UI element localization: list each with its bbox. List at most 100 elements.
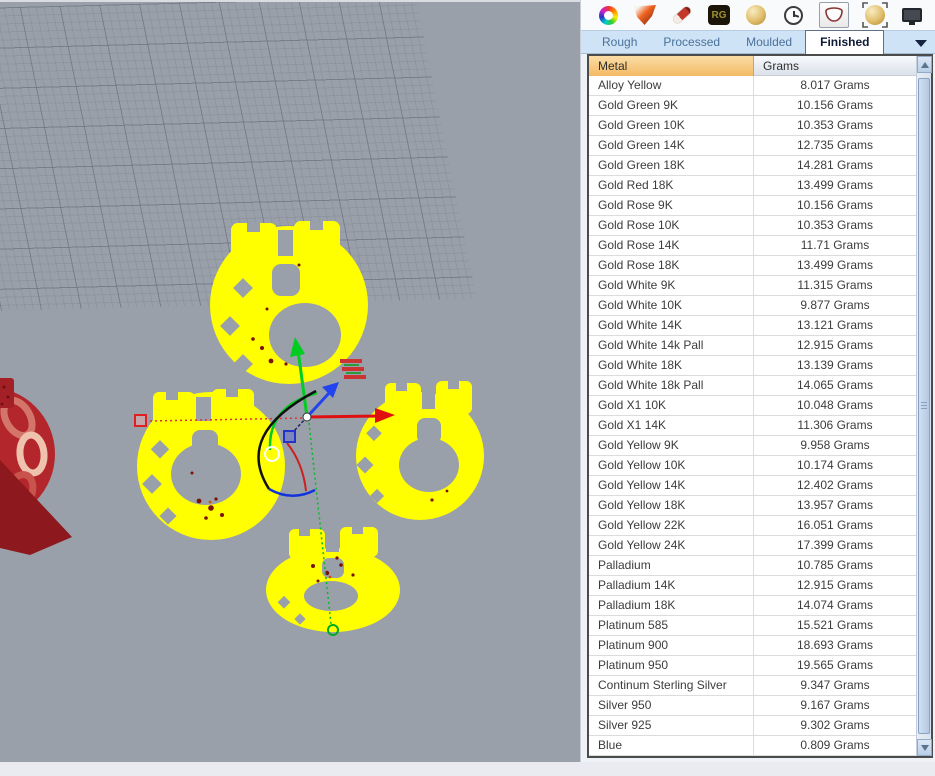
color-wheel-icon[interactable] — [597, 4, 619, 26]
table-row[interactable]: Palladium 18K 14.074 Grams — [589, 596, 916, 616]
metal-cell: Platinum 585 — [589, 616, 754, 635]
table-row[interactable]: Gold Rose 14K 11.71 Grams — [589, 236, 916, 256]
tab-rough[interactable]: Rough — [602, 35, 638, 49]
pendant-top[interactable] — [210, 221, 368, 398]
table-row[interactable]: Gold Rose 9K 10.156 Grams — [589, 196, 916, 216]
table-row[interactable]: Silver 950 9.167 Grams — [589, 696, 916, 716]
table-row[interactable]: Gold Green 14K 12.735 Grams — [589, 136, 916, 156]
table-row[interactable]: Silver 925 9.302 Grams — [589, 716, 916, 736]
table-row[interactable]: Gold X1 14K 11.306 Grams — [589, 416, 916, 436]
tab-moulded[interactable]: Moulded — [746, 35, 793, 49]
tab-processed[interactable]: Processed — [663, 35, 721, 49]
table-row[interactable]: Continum Sterling Silver 9.347 Grams — [589, 676, 916, 696]
gumball-red-square-handle[interactable] — [134, 414, 147, 427]
grams-cell: 10.353 Grams — [796, 118, 874, 132]
pencil-icon[interactable] — [671, 4, 693, 26]
gumball-rotate-arc-black[interactable] — [257, 389, 317, 490]
gumball-white-circle-handle[interactable] — [264, 446, 280, 462]
table-row[interactable]: Gold White 18K 13.139 Grams — [589, 356, 916, 376]
table-row[interactable]: Gold Yellow 9K 9.958 Grams — [589, 436, 916, 456]
metal-cell: Continum Sterling Silver — [589, 676, 754, 695]
table-row[interactable]: Gold Green 9K 10.156 Grams — [589, 96, 916, 116]
gumball-z-negative-guide — [292, 416, 308, 433]
table-row[interactable]: Gold Green 10K 10.353 Grams — [589, 116, 916, 136]
grams-cell: 10.174 Grams — [796, 458, 874, 472]
table-row[interactable]: Palladium 14K 12.915 Grams — [589, 576, 916, 596]
gumball-rotate-arc-blue[interactable] — [268, 487, 316, 497]
grams-cell: 12.735 Grams — [796, 138, 874, 152]
gumball-y-axis[interactable] — [296, 349, 309, 418]
scroll-up-icon — [920, 61, 929, 68]
gumball-rotate-arc-red[interactable] — [286, 442, 307, 492]
metal-cell: Gold White 14k Pall — [589, 336, 754, 355]
gold-sphere-icon[interactable] — [745, 4, 767, 26]
metal-table-body: Alloy Yellow 8.017 Grams Gold Green 9K 1… — [589, 76, 916, 756]
gumball-origin[interactable] — [302, 412, 312, 422]
metal-cell: Palladium 14K — [589, 576, 754, 595]
gumball-y-arrowhead[interactable] — [290, 337, 305, 357]
table-row[interactable]: Gold Yellow 22K 16.051 Grams — [589, 516, 916, 536]
table-row[interactable]: Gold White 18k Pall 14.065 Grams — [589, 376, 916, 396]
chevron-down-icon[interactable] — [915, 40, 927, 47]
gumball-z-arrowhead[interactable] — [322, 382, 339, 398]
grams-cell: 17.399 Grams — [796, 538, 874, 552]
table-row[interactable]: Blue 0.809 Grams — [589, 736, 916, 756]
metal-cell: Gold Rose 10K — [589, 216, 754, 235]
3d-viewport[interactable] — [0, 0, 580, 764]
table-row[interactable]: Gold X1 10K 10.048 Grams — [589, 396, 916, 416]
table-row[interactable]: Platinum 900 18.693 Grams — [589, 636, 916, 656]
ring-icon[interactable] — [819, 2, 849, 28]
column-header-grams[interactable]: Grams — [754, 56, 916, 76]
rhinogold-badge-icon[interactable]: RG — [708, 4, 730, 26]
metal-cell: Alloy Yellow — [589, 76, 754, 95]
grams-cell: 10.048 Grams — [796, 398, 874, 412]
monitor-icon[interactable] — [901, 4, 923, 26]
table-row[interactable]: Gold Green 18K 14.281 Grams — [589, 156, 916, 176]
table-row[interactable]: Alloy Yellow 8.017 Grams — [589, 76, 916, 96]
pencil-glyph — [671, 5, 693, 25]
metal-cell: Silver 950 — [589, 696, 754, 715]
metal-cell: Palladium 18K — [589, 596, 754, 615]
table-row[interactable]: Gold Rose 10K 10.353 Grams — [589, 216, 916, 236]
gumball-green-circle-handle[interactable] — [327, 624, 339, 636]
grams-cell: 10.156 Grams — [796, 198, 874, 212]
gumball-x-arrowhead[interactable] — [375, 408, 395, 423]
table-row[interactable]: Gold White 9K 11.315 Grams — [589, 276, 916, 296]
table-scrollbar[interactable] — [916, 56, 932, 756]
table-row[interactable]: Gold Yellow 10K 10.174 Grams — [589, 456, 916, 476]
table-row[interactable]: Gold Yellow 14K 12.402 Grams — [589, 476, 916, 496]
table-row[interactable]: Gold Yellow 18K 13.957 Grams — [589, 496, 916, 516]
metal-cell: Blue — [589, 736, 754, 755]
table-row[interactable]: Platinum 585 15.521 Grams — [589, 616, 916, 636]
gumball[interactable] — [134, 337, 395, 636]
scene-svg — [0, 221, 484, 636]
table-row[interactable]: Palladium 10.785 Grams — [589, 556, 916, 576]
render-shield-icon[interactable] — [634, 4, 656, 26]
table-row[interactable]: Gold Yellow 24K 17.399 Grams — [589, 536, 916, 556]
grams-cell: 13.957 Grams — [796, 498, 874, 512]
scroll-down-button[interactable] — [917, 739, 932, 756]
column-header-metal[interactable]: Metal — [589, 56, 754, 76]
gold-sphere-select-icon[interactable] — [862, 2, 888, 28]
table-row[interactable]: Platinum 950 19.565 Grams — [589, 656, 916, 676]
clock-glyph — [783, 5, 803, 25]
scroll-up-button[interactable] — [917, 56, 932, 73]
table-row[interactable]: Gold White 14K 13.121 Grams — [589, 316, 916, 336]
pendant-red[interactable] — [0, 378, 72, 555]
clock-icon[interactable] — [782, 4, 804, 26]
table-row[interactable]: Gold Rose 18K 13.499 Grams — [589, 256, 916, 276]
grams-cell: 15.521 Grams — [796, 618, 874, 632]
gumball-z-axis[interactable] — [305, 390, 332, 419]
pendant-bottom[interactable] — [266, 527, 400, 632]
tab-finished[interactable]: Finished — [805, 30, 885, 54]
gumball-menu-marks[interactable] — [340, 359, 366, 379]
gumball-x-axis[interactable] — [306, 414, 381, 419]
table-row[interactable]: Gold White 10K 9.877 Grams — [589, 296, 916, 316]
grams-cell: 10.785 Grams — [796, 558, 874, 572]
gumball-blue-square-handle[interactable] — [283, 430, 296, 443]
pendant-right[interactable] — [356, 381, 484, 520]
table-row[interactable]: Gold Red 18K 13.499 Grams — [589, 176, 916, 196]
table-row[interactable]: Gold White 14k Pall 12.915 Grams — [589, 336, 916, 356]
pendant-left[interactable] — [137, 389, 285, 540]
scrollbar-thumb[interactable] — [918, 78, 930, 734]
